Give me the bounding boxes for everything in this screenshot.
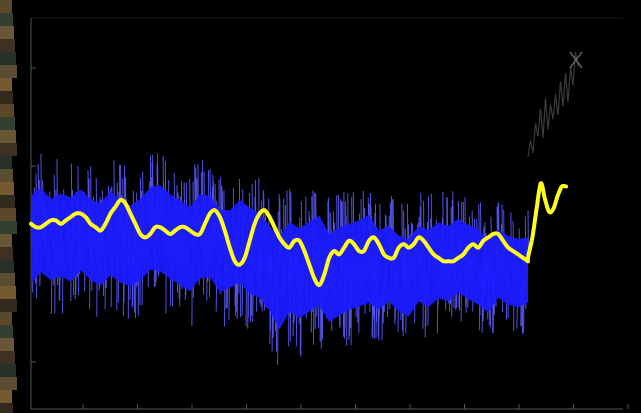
left-strip-block (0, 390, 12, 403)
left-strip-block (0, 221, 17, 234)
left-strip-block (0, 286, 16, 299)
left-strip-block (0, 156, 12, 169)
left-strip-block (0, 273, 15, 286)
left-strip-block (0, 195, 15, 208)
left-strip-block (0, 52, 16, 65)
left-strip-block (0, 130, 16, 143)
left-strip-block (0, 39, 15, 52)
left-strip-block (0, 312, 12, 325)
left-strip-block (0, 169, 13, 182)
noise-core-fill (31, 185, 528, 330)
left-strip-block (0, 117, 15, 130)
left-strip-block (0, 65, 17, 78)
left-strip-block (0, 91, 13, 104)
smoothed-line-layer (29, 181, 568, 288)
left-image-strip (0, 0, 17, 413)
smoothed-line (29, 197, 530, 288)
left-strip-block (0, 325, 13, 338)
end-marker-layer (569, 51, 583, 69)
smoothed-uptick-line (525, 181, 568, 264)
left-strip-block (0, 78, 12, 91)
left-strip-block (0, 247, 13, 260)
left-strip-block (0, 13, 13, 26)
left-strip-block (0, 143, 17, 156)
left-strip-block (0, 299, 17, 312)
left-strip-block (0, 260, 14, 273)
end-marker-stroke (569, 51, 583, 69)
left-strip-block (0, 26, 14, 39)
left-strip-block (0, 234, 12, 247)
instrumental-spike-layer (527, 51, 579, 158)
left-strip-block (0, 364, 16, 377)
left-strip-block (0, 403, 13, 413)
left-strip-block (0, 0, 12, 13)
axes (30, 17, 629, 410)
instrumental-spike-line (527, 51, 579, 158)
left-strip-block (0, 208, 16, 221)
left-strip-block (0, 182, 14, 195)
left-strip-block (0, 104, 14, 117)
noise-band (30, 153, 530, 365)
left-strip-block (0, 351, 15, 364)
left-strip-block (0, 377, 17, 390)
left-strip-block (0, 338, 14, 351)
